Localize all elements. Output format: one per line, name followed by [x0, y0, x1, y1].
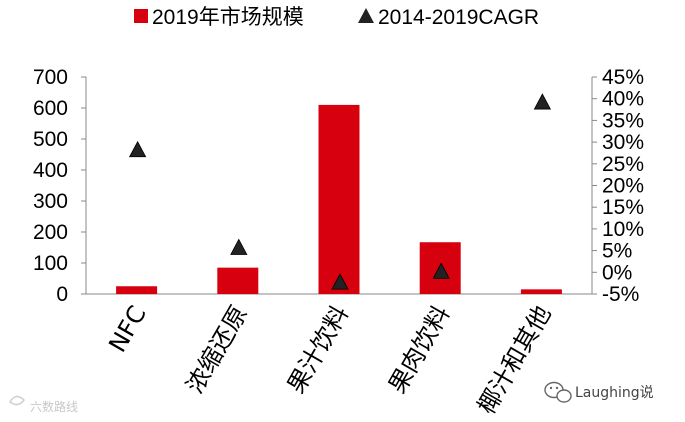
watermark-left-logo-icon: [9, 395, 25, 406]
right-tick-label: 15%: [602, 196, 644, 219]
markers: [128, 93, 552, 290]
right-tick-label: 5%: [602, 240, 632, 263]
right-tick-label: 45%: [602, 66, 644, 89]
left-tick-label: 100: [33, 252, 68, 275]
left-tick-label: 0: [56, 283, 68, 306]
right-tick-label: 10%: [602, 218, 644, 241]
left-tick-label: 500: [33, 128, 68, 151]
cagr-marker: [128, 140, 147, 158]
left-tick-label: 600: [33, 97, 68, 120]
cagr-marker: [331, 273, 349, 290]
left-tick-label: 400: [33, 159, 68, 182]
right-tick-label: 25%: [602, 153, 644, 176]
bars: [116, 104, 562, 295]
watermark-right-text: Laughing说: [575, 385, 654, 401]
right-tick-label: 35%: [602, 109, 644, 132]
right-axis-ticks: -5%0%5%10%15%20%25%30%35%40%45%: [592, 66, 644, 306]
bar: [318, 104, 360, 295]
right-tick-label: 20%: [602, 175, 644, 198]
wechat-icon: [544, 381, 572, 403]
category-label: 椰汁和其他: [472, 301, 556, 419]
legend-label-bar: 2019年市场规模: [152, 6, 304, 29]
watermark-right: Laughing说: [544, 381, 654, 403]
bar: [520, 289, 562, 294]
category-label: 果汁饮料: [282, 301, 354, 398]
right-tick-label: 30%: [602, 131, 644, 154]
left-tick-label: 200: [33, 221, 68, 244]
left-axis-ticks: 0 100 200 300 400 500 600 700: [33, 66, 86, 306]
category-label: NFC: [103, 301, 152, 357]
cagr-marker: [432, 262, 450, 279]
category-labels: NFC 浓缩还原 果汁饮料 果肉饮料 椰汁和其他: [103, 301, 556, 419]
legend: 2019年市场规模 2014-2019CAGR: [134, 6, 539, 29]
left-tick-label: 300: [33, 190, 68, 213]
cagr-marker: [230, 238, 248, 255]
watermark-left-text: 六数路线: [30, 399, 78, 414]
legend-swatch-triangle: [358, 8, 374, 23]
bar: [116, 286, 158, 294]
right-tick-label: -5%: [602, 283, 639, 306]
right-tick-label: 40%: [602, 88, 644, 111]
watermark-left: 六数路线: [9, 395, 78, 414]
right-tick-label: 0%: [602, 261, 632, 284]
category-label: 浓缩还原: [181, 301, 253, 398]
legend-swatch-bar: [134, 9, 148, 23]
bar: [217, 267, 259, 294]
category-label: 果肉饮料: [383, 301, 455, 398]
left-tick-label: 700: [33, 66, 68, 89]
legend-label-triangle: 2014-2019CAGR: [378, 6, 539, 29]
cagr-marker: [533, 93, 552, 110]
